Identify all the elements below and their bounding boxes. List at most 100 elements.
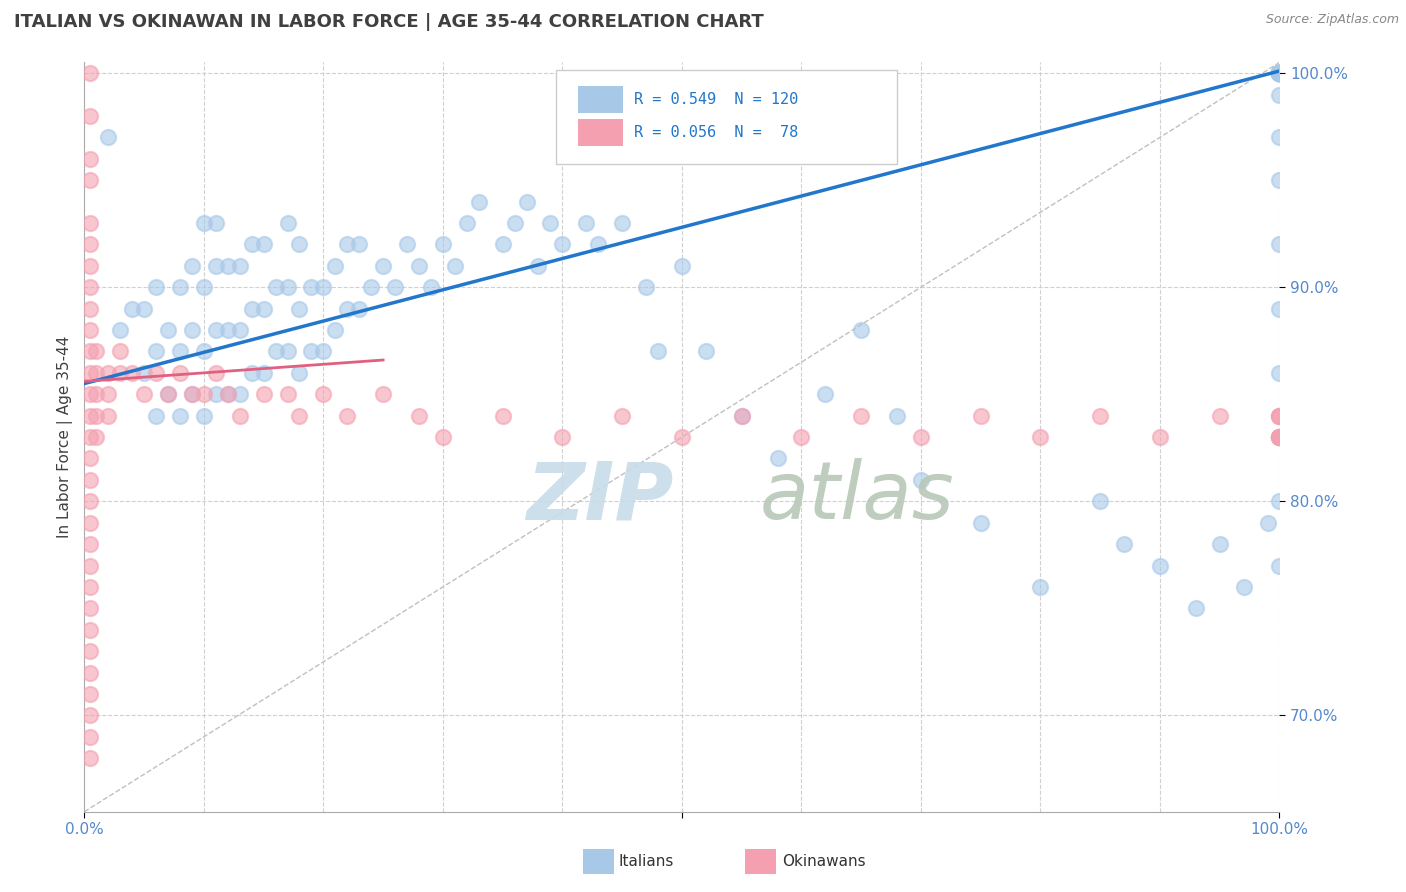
Point	[312, 280, 335, 294]
Point	[132, 366, 156, 380]
Point	[79, 516, 101, 530]
Point	[301, 344, 323, 359]
Point	[349, 301, 371, 316]
Point	[612, 409, 634, 423]
Point	[1268, 66, 1291, 80]
Point	[336, 237, 359, 252]
Point	[169, 344, 191, 359]
Point	[1268, 430, 1291, 444]
Point	[814, 387, 837, 401]
Point	[1268, 66, 1291, 80]
Point	[253, 387, 276, 401]
Point	[312, 387, 335, 401]
Point	[731, 409, 754, 423]
Point	[79, 344, 101, 359]
Point	[240, 237, 263, 252]
Point	[970, 409, 993, 423]
Point	[671, 430, 693, 444]
Point	[240, 366, 263, 380]
Point	[132, 387, 156, 401]
Point	[193, 409, 215, 423]
Point	[110, 344, 132, 359]
Point	[264, 344, 287, 359]
Point	[1268, 66, 1291, 80]
Point	[86, 344, 108, 359]
Point	[851, 409, 873, 423]
Point	[336, 409, 359, 423]
Point	[79, 494, 101, 508]
Point	[1090, 494, 1112, 508]
Point	[790, 430, 813, 444]
Point	[1268, 237, 1291, 252]
Point	[1268, 66, 1291, 80]
Point	[79, 601, 101, 615]
Point	[181, 387, 204, 401]
Point	[86, 387, 108, 401]
Point	[79, 409, 101, 423]
Point	[79, 237, 101, 252]
Point	[1268, 430, 1291, 444]
Point	[527, 259, 550, 273]
Point	[492, 237, 515, 252]
Point	[1029, 580, 1052, 594]
Point	[1233, 580, 1256, 594]
Point	[731, 409, 754, 423]
Text: ZIP: ZIP	[527, 458, 673, 536]
Point	[766, 451, 789, 466]
Point	[886, 409, 908, 423]
Point	[1268, 66, 1291, 80]
Point	[1268, 66, 1291, 80]
Point	[851, 323, 873, 337]
Point	[79, 323, 101, 337]
Point	[169, 280, 191, 294]
Point	[1268, 66, 1291, 80]
Point	[79, 366, 101, 380]
Point	[277, 280, 299, 294]
Point	[1268, 66, 1291, 80]
Point	[588, 237, 610, 252]
Point	[468, 194, 491, 209]
Point	[408, 409, 430, 423]
Point	[408, 259, 430, 273]
Point	[516, 194, 538, 209]
Point	[229, 409, 252, 423]
Point	[325, 323, 347, 337]
Point	[217, 387, 239, 401]
Point	[373, 387, 395, 401]
Point	[157, 323, 180, 337]
Point	[1268, 409, 1291, 423]
FancyBboxPatch shape	[557, 70, 897, 163]
Point	[97, 366, 120, 380]
Point	[647, 344, 669, 359]
Point	[145, 344, 167, 359]
Point	[1268, 66, 1291, 80]
Point	[79, 216, 101, 230]
Point	[205, 387, 228, 401]
Bar	[578, 86, 623, 112]
Point	[456, 216, 478, 230]
Y-axis label: In Labor Force | Age 35-44: In Labor Force | Age 35-44	[58, 336, 73, 538]
Point	[97, 387, 120, 401]
Point	[503, 216, 526, 230]
Point	[1268, 173, 1291, 187]
Point	[79, 280, 101, 294]
Point	[277, 387, 299, 401]
Point	[373, 259, 395, 273]
Point	[193, 216, 215, 230]
Point	[384, 280, 406, 294]
Point	[253, 366, 276, 380]
Point	[79, 66, 101, 80]
Point	[79, 580, 101, 594]
Point	[1268, 430, 1291, 444]
Point	[86, 366, 108, 380]
Point	[1268, 66, 1291, 80]
Point	[1268, 66, 1291, 80]
Point	[79, 623, 101, 637]
Point	[288, 237, 311, 252]
Point	[1029, 430, 1052, 444]
Point	[612, 216, 634, 230]
Point	[264, 280, 287, 294]
Point	[79, 537, 101, 551]
Text: Okinawans: Okinawans	[782, 855, 865, 869]
Point	[1114, 537, 1136, 551]
